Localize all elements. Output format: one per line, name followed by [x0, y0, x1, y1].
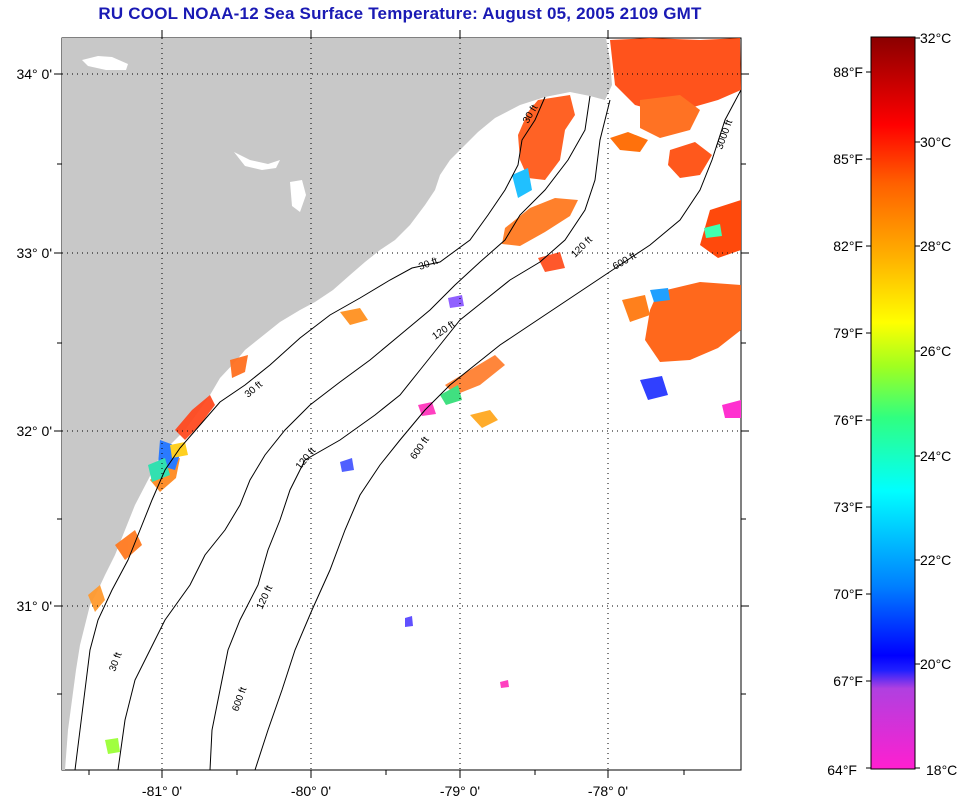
sst-patches: [88, 38, 741, 612]
latitude-labels: 34° 0' 33° 0' 32° 0' 31° 0': [16, 66, 52, 614]
colorbar: [870, 36, 916, 770]
lake: [234, 152, 280, 170]
lon-label: -80° 0': [291, 783, 331, 799]
colorbar-celsius-labels: 32°C 30°C 28°C 26°C 24°C 22°C 20°C 18°C: [920, 30, 957, 778]
colorbar-label-f: 79°F: [833, 325, 863, 341]
lat-label: 32° 0': [16, 423, 52, 439]
lat-label: 31° 0': [16, 598, 52, 614]
lon-label: -81° 0': [142, 783, 182, 799]
colorbar-label-c: 24°C: [920, 448, 951, 464]
axis-ticks: [54, 30, 749, 778]
colorbar-label-c: 26°C: [920, 343, 951, 359]
map-title: RU COOL NOAA-12 Sea Surface Temperature:…: [98, 4, 702, 23]
colorbar-label-f: 76°F: [833, 412, 863, 428]
lat-label: 33° 0': [16, 245, 52, 261]
colorbar-ticks: [866, 37, 920, 769]
lon-label: -79° 0': [440, 783, 480, 799]
colorbar-label-c: 20°C: [920, 656, 951, 672]
longitude-labels: -81° 0' -80° 0' -79° 0' -78° 0': [142, 783, 628, 799]
graticule: [62, 38, 741, 770]
colorbar-fahrenheit-labels: 88°F 85°F 82°F 79°F 76°F 73°F 70°F 67°F …: [827, 64, 863, 778]
colorbar-label-f: 82°F: [833, 238, 863, 254]
sst-cool-patches: [105, 168, 741, 754]
colorbar-label-c: 22°C: [920, 552, 951, 568]
lat-label: 34° 0': [16, 66, 52, 82]
colorbar-label-f: 73°F: [833, 499, 863, 515]
colorbar-label-f: 64°F: [827, 762, 857, 778]
colorbar-label-f: 70°F: [833, 586, 863, 602]
colorbar-label-c: 28°C: [920, 238, 951, 254]
bathymetry-contours: [74, 89, 741, 770]
lon-label: -78° 0': [588, 783, 628, 799]
colorbar-label-c: 32°C: [920, 30, 951, 46]
colorbar-label-f: 85°F: [833, 151, 863, 167]
colorbar-label-c: 30°C: [920, 134, 951, 150]
colorbar-label-c: 18°C: [926, 762, 957, 778]
land-mass: [62, 38, 612, 770]
colorbar-label-f: 88°F: [833, 64, 863, 80]
lake: [82, 56, 128, 70]
colorbar-label-f: 67°F: [833, 673, 863, 689]
lake: [290, 180, 306, 212]
